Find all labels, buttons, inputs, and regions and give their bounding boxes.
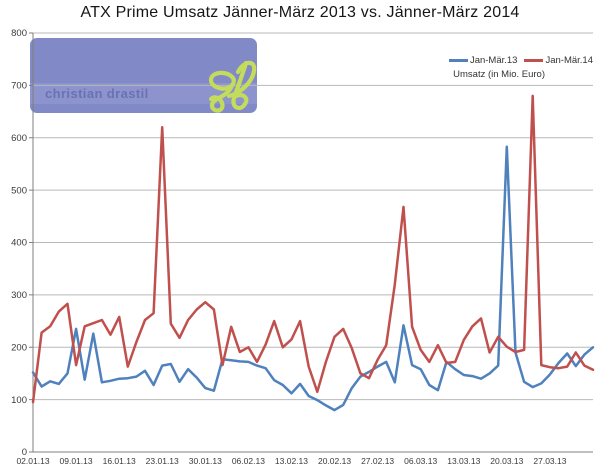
x-tick-label-30.01.13: 30.01.13 (189, 456, 222, 466)
y-tick-label-300: 300 (11, 290, 27, 301)
watermark-band: christian drastil (30, 83, 257, 104)
series-line-Jan-Mär.14 (31, 94, 595, 404)
y-tick-label-200: 200 (11, 342, 27, 353)
x-tick-label-13.03.13: 13.03.13 (447, 456, 480, 466)
x-tick-label-27.02.13: 27.02.13 (361, 456, 394, 466)
cd-script-logo-icon (208, 60, 257, 113)
series1-line-swatch (448, 59, 468, 62)
y-tick-label-600: 600 (11, 133, 27, 144)
x-tick-label-20.02.13: 20.02.13 (318, 456, 351, 466)
x-tick-label-02.01.13: 02.01.13 (16, 456, 49, 466)
x-tick-label-23.01.13: 23.01.13 (146, 456, 179, 466)
y-tick-label-700: 700 (11, 81, 27, 92)
y-tick-label-500: 500 (11, 185, 27, 196)
legend: Jan-Mär.13 Jan-Mär.14 (448, 55, 593, 66)
y-tick-label-400: 400 (11, 238, 27, 249)
x-tick-label-06.02.13: 06.02.13 (232, 456, 265, 466)
series-line-Jan-Mär.13 (31, 145, 595, 412)
y-tick-label-800: 800 (11, 28, 27, 39)
x-tick-label-16.01.13: 16.01.13 (103, 456, 136, 466)
legend-label-2013: Jan-Mär.13 (469, 55, 518, 66)
x-tick-label-13.02.13: 13.02.13 (275, 456, 308, 466)
axis-unit-note: Umsatz (in Mio. Euro) (453, 69, 545, 80)
y-tick-label-100: 100 (11, 395, 27, 406)
x-tick-label-09.01.13: 09.01.13 (60, 456, 93, 466)
y-tick-label-0: 0 (22, 447, 27, 458)
chart-title: ATX Prime Umsatz Jänner-März 2013 vs. Jä… (80, 4, 520, 21)
series2-line-swatch (524, 59, 544, 62)
watermark-text: christian drastil (45, 86, 149, 101)
x-tick-label-27.03.13: 27.03.13 (533, 456, 566, 466)
legend-label-2014: Jan-Mär.14 (545, 55, 593, 66)
x-tick-label-20.03.13: 20.03.13 (490, 456, 523, 466)
x-tick-label-06.03.13: 06.03.13 (404, 456, 437, 466)
